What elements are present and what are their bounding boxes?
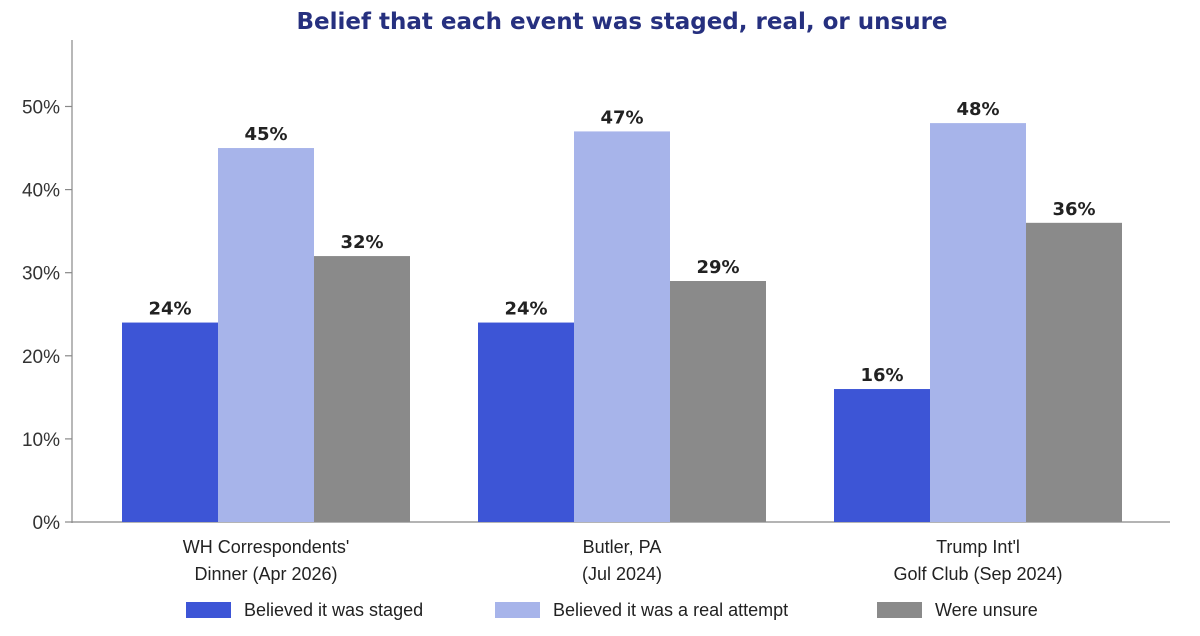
x-tick-label: WH Correspondents' xyxy=(183,537,350,557)
y-tick-label: 40% xyxy=(22,181,60,202)
x-tick-label: (Jul 2024) xyxy=(582,564,662,584)
y-tick-label: 10% xyxy=(22,430,60,451)
legend-swatch xyxy=(186,602,231,618)
y-tick-label: 30% xyxy=(22,264,60,285)
bar xyxy=(122,322,218,522)
x-tick-label: Trump Int'l xyxy=(936,537,1020,557)
legend-swatch xyxy=(495,602,540,618)
legend-label: Were unsure xyxy=(935,600,1038,620)
legend: Believed it was staged Believed it was a … xyxy=(186,600,1038,620)
y-tick-label: 50% xyxy=(22,97,60,118)
x-tick-label: Golf Club (Sep 2024) xyxy=(893,564,1062,584)
chart-title: Belief that each event was staged, real,… xyxy=(296,9,947,35)
y-tick-label: 20% xyxy=(22,347,60,368)
x-tick-label: Dinner (Apr 2026) xyxy=(194,564,337,584)
x-tick-label: Butler, PA xyxy=(583,537,662,557)
legend-label: Believed it was a real attempt xyxy=(553,600,788,620)
data-label: 36% xyxy=(1052,199,1095,220)
data-label: 45% xyxy=(244,124,287,145)
data-label: 24% xyxy=(504,299,547,320)
y-axis: 0% 10% 20% 30% 40% 50% xyxy=(22,40,73,534)
bar xyxy=(478,322,574,522)
y-tick-label: 0% xyxy=(33,513,61,534)
bar xyxy=(314,256,410,522)
bar xyxy=(930,123,1026,522)
bar xyxy=(670,281,766,522)
data-labels: 24% 45% 32% 24% 47% 29% 16% 48% 36% xyxy=(148,99,1095,386)
x-axis: WH Correspondents' Dinner (Apr 2026) Butle… xyxy=(72,521,1170,584)
legend-label: Believed it was staged xyxy=(244,600,423,620)
bar xyxy=(574,131,670,522)
bar xyxy=(1026,222,1122,523)
data-label: 32% xyxy=(340,232,383,253)
data-label: 47% xyxy=(600,107,643,128)
data-label: 24% xyxy=(148,299,191,320)
bars xyxy=(122,123,1122,523)
data-label: 16% xyxy=(860,365,903,386)
legend-swatch xyxy=(877,602,922,618)
data-label: 29% xyxy=(696,257,739,278)
bar xyxy=(834,389,930,522)
data-label: 48% xyxy=(956,99,999,120)
bar xyxy=(218,148,314,522)
